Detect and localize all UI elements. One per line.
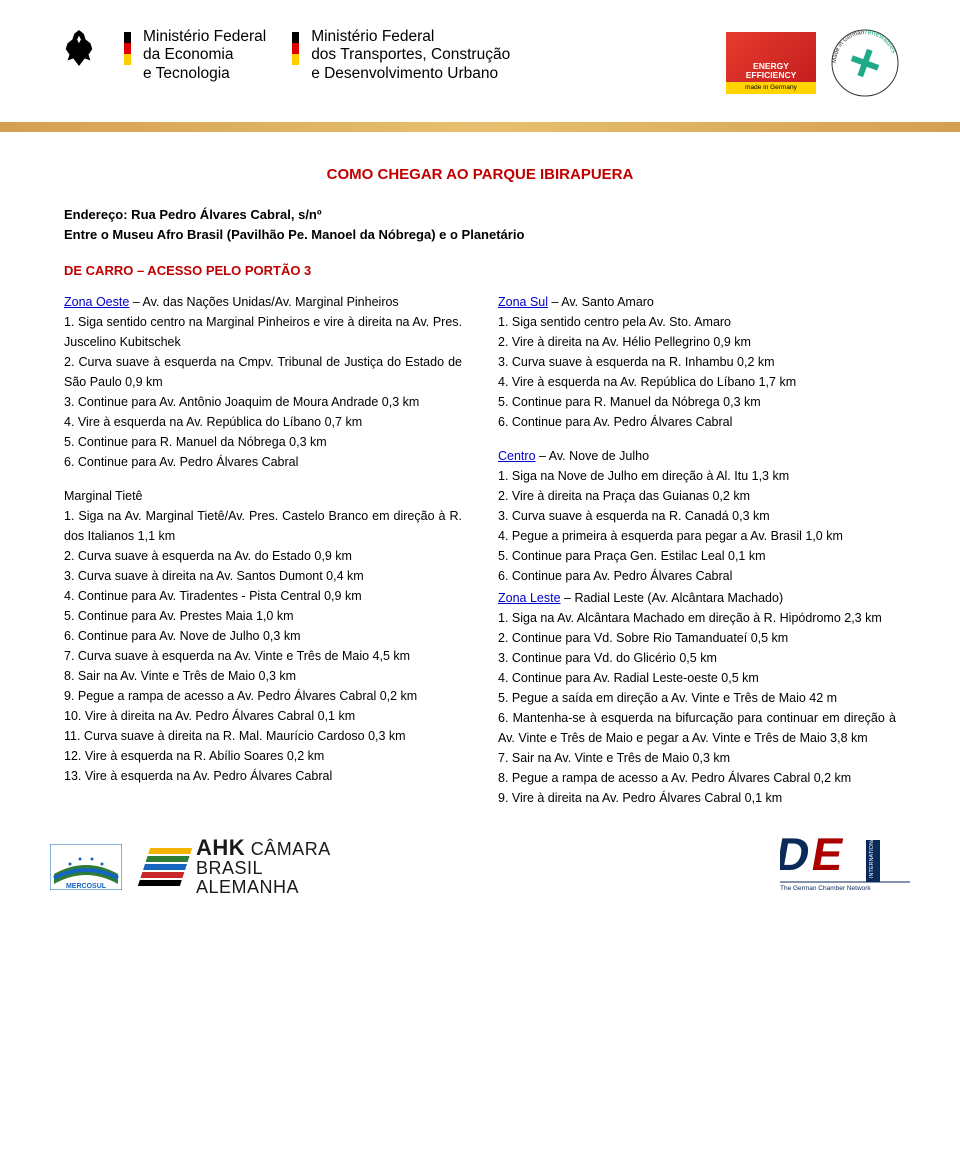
centro-heading: Centro – Av. Nove de Julho: [498, 446, 896, 466]
direction-step: 13. Vire à esquerda na Av. Pedro Álvares…: [64, 766, 462, 786]
direction-step: 6. Continue para Av. Pedro Álvares Cabra…: [64, 452, 462, 472]
centro-steps: 1. Siga na Nove de Julho em direção à Al…: [498, 466, 896, 586]
direction-step: 2. Curva suave à esquerda na Cmpv. Tribu…: [64, 352, 462, 392]
ministry1-l3: e Tecnologia: [143, 65, 266, 83]
section-heading: DE CARRO – ACESSO PELO PORTÃO 3: [64, 263, 896, 278]
zone-oeste-steps: 1. Siga sentido centro na Marginal Pinhe…: [64, 312, 462, 472]
zona-leste-link[interactable]: Zona Leste: [498, 591, 561, 605]
zona-leste-heading: Zona Leste – Radial Leste (Av. Alcântara…: [498, 588, 896, 608]
direction-step: 6. Mantenha-se à esquerda na bifurcação …: [498, 708, 896, 748]
direction-step: 1. Siga sentido centro pela Av. Sto. Ama…: [498, 312, 896, 332]
direction-step: 7. Sair na Av. Vinte e Três de Maio 0,3 …: [498, 748, 896, 768]
mercosul-logo: MERCOSUL: [50, 844, 122, 890]
direction-step: 8. Pegue a rampa de acesso a Av. Pedro Á…: [498, 768, 896, 788]
direction-step: 4. Vire à esquerda na Av. República do L…: [64, 412, 462, 432]
ahk-stripes-icon: [138, 848, 192, 886]
direction-step: 5. Continue para Praça Gen. Estilac Leal…: [498, 546, 896, 566]
zona-leste-steps: 1. Siga na Av. Alcântara Machado em dire…: [498, 608, 896, 808]
direction-step: 1. Siga sentido centro na Marginal Pinhe…: [64, 312, 462, 352]
header-stripe: [0, 122, 960, 132]
header: Ministério Federal da Economia e Tecnolo…: [0, 0, 960, 108]
direction-step: 3. Curva suave à esquerda na R. Inhambu …: [498, 352, 896, 372]
direction-step: 4. Pegue a primeira à esquerda para pega…: [498, 526, 896, 546]
direction-step: 2. Vire à direita na Praça das Guianas 0…: [498, 486, 896, 506]
direction-step: 5. Continue para R. Manuel da Nóbrega 0,…: [498, 392, 896, 412]
address-l1: Endereço: Rua Pedro Álvares Cabral, s/nº: [64, 205, 896, 225]
svg-text:MERCOSUL: MERCOSUL: [66, 883, 107, 890]
direction-step: 9. Vire à direita na Av. Pedro Álvares C…: [498, 788, 896, 808]
page-title: COMO CHEGAR AO PARQUE IBIRAPUERA: [64, 166, 896, 183]
direction-step: 5. Continue para R. Manuel da Nóbrega 0,…: [64, 432, 462, 452]
direction-step: 11. Curva suave à direita na R. Mal. Mau…: [64, 726, 462, 746]
direction-step: 3. Curva suave à esquerda na R. Canadá 0…: [498, 506, 896, 526]
svg-text:The German Chamber Network: The German Chamber Network: [780, 885, 871, 892]
ministry2-l3: e Desenvolvimento Urbano: [311, 65, 510, 83]
direction-step: 2. Vire à direita na Av. Hélio Pellegrin…: [498, 332, 896, 352]
direction-step: 3. Continue para Vd. do Glicério 0,5 km: [498, 648, 896, 668]
directions-columns: Zona Oeste – Av. das Nações Unidas/Av. M…: [64, 292, 896, 808]
direction-step: 4. Continue para Av. Radial Leste-oeste …: [498, 668, 896, 688]
ahk-logo: AHK CÂMARA BRASIL ALEMANHA: [144, 836, 758, 897]
direction-step: 1. Siga na Av. Alcântara Machado em dire…: [498, 608, 896, 628]
ministry-1: Ministério Federal da Economia e Tecnolo…: [124, 28, 266, 83]
address-l2: Entre o Museu Afro Brasil (Pavilhão Pe. …: [64, 225, 896, 245]
footer: MERCOSUL AHK CÂMARA BRASIL ALEMANHA DEIN…: [0, 828, 960, 911]
direction-step: 1. Siga na Nove de Julho em direção à Al…: [498, 466, 896, 486]
address-block: Endereço: Rua Pedro Álvares Cabral, s/nº…: [64, 205, 896, 245]
zone-sul-steps: 1. Siga sentido centro pela Av. Sto. Ama…: [498, 312, 896, 432]
svg-text:E: E: [808, 834, 848, 880]
direction-step: 4. Vire à esquerda na Av. República do L…: [498, 372, 896, 392]
direction-step: 6. Continue para Av. Pedro Álvares Cabra…: [498, 412, 896, 432]
direction-step: 6. Continue para Av. Nove de Julho 0,3 k…: [64, 626, 462, 646]
direction-step: 5. Continue para Av. Prestes Maia 1,0 km: [64, 606, 462, 626]
de-international-logo: DEINTERNATIONALThe German Chamber Networ…: [780, 834, 910, 899]
direction-step: 4. Continue para Av. Tiradentes - Pista …: [64, 586, 462, 606]
eagle-icon: [60, 28, 98, 68]
svg-text:INTERNATIONAL: INTERNATIONAL: [869, 835, 875, 879]
ministry-2: Ministério Federal dos Transportes, Cons…: [292, 28, 510, 83]
marginal-tiete-steps: 1. Siga na Av. Marginal Tietê/Av. Pres. …: [64, 506, 462, 786]
direction-step: 5. Pegue a saída em direção a Av. Vinte …: [498, 688, 896, 708]
direction-step: 10. Vire à direita na Av. Pedro Álvares …: [64, 706, 462, 726]
marginal-tiete-heading: Marginal Tietê: [64, 486, 462, 506]
direction-step: 2. Continue para Vd. Sobre Rio Tamanduat…: [498, 628, 896, 648]
renewables-badge: renewablesMade in Germany: [830, 28, 900, 98]
ministry1-l1: Ministério Federal: [143, 28, 266, 46]
zone-sul-link[interactable]: Zona Sul: [498, 295, 548, 309]
centro-link[interactable]: Centro: [498, 449, 536, 463]
direction-step: 2. Curva suave à esquerda na Av. do Esta…: [64, 546, 462, 566]
energy-efficiency-badge: ENERGYEFFICIENCY made in Germany: [726, 32, 816, 94]
direction-step: 3. Curva suave à direita na Av. Santos D…: [64, 566, 462, 586]
direction-step: 12. Vire à esquerda na R. Abílio Soares …: [64, 746, 462, 766]
zone-oeste-heading: Zona Oeste – Av. das Nações Unidas/Av. M…: [64, 292, 462, 312]
direction-step: 3. Continue para Av. Antônio Joaquim de …: [64, 392, 462, 412]
direction-step: 1. Siga na Av. Marginal Tietê/Av. Pres. …: [64, 506, 462, 546]
direction-step: 8. Sair na Av. Vinte e Três de Maio 0,3 …: [64, 666, 462, 686]
ministry2-l2: dos Transportes, Construção: [311, 46, 510, 64]
column-right: Zona Sul – Av. Santo Amaro 1. Siga senti…: [498, 292, 896, 808]
ministry1-l2: da Economia: [143, 46, 266, 64]
direction-step: 7. Curva suave à esquerda na Av. Vinte e…: [64, 646, 462, 666]
zone-oeste-link[interactable]: Zona Oeste: [64, 295, 129, 309]
column-left: Zona Oeste – Av. das Nações Unidas/Av. M…: [64, 292, 462, 808]
ministry2-l1: Ministério Federal: [311, 28, 510, 46]
direction-step: 6. Continue para Av. Pedro Álvares Cabra…: [498, 566, 896, 586]
zone-sul-heading: Zona Sul – Av. Santo Amaro: [498, 292, 896, 312]
direction-step: 9. Pegue a rampa de acesso a Av. Pedro Á…: [64, 686, 462, 706]
